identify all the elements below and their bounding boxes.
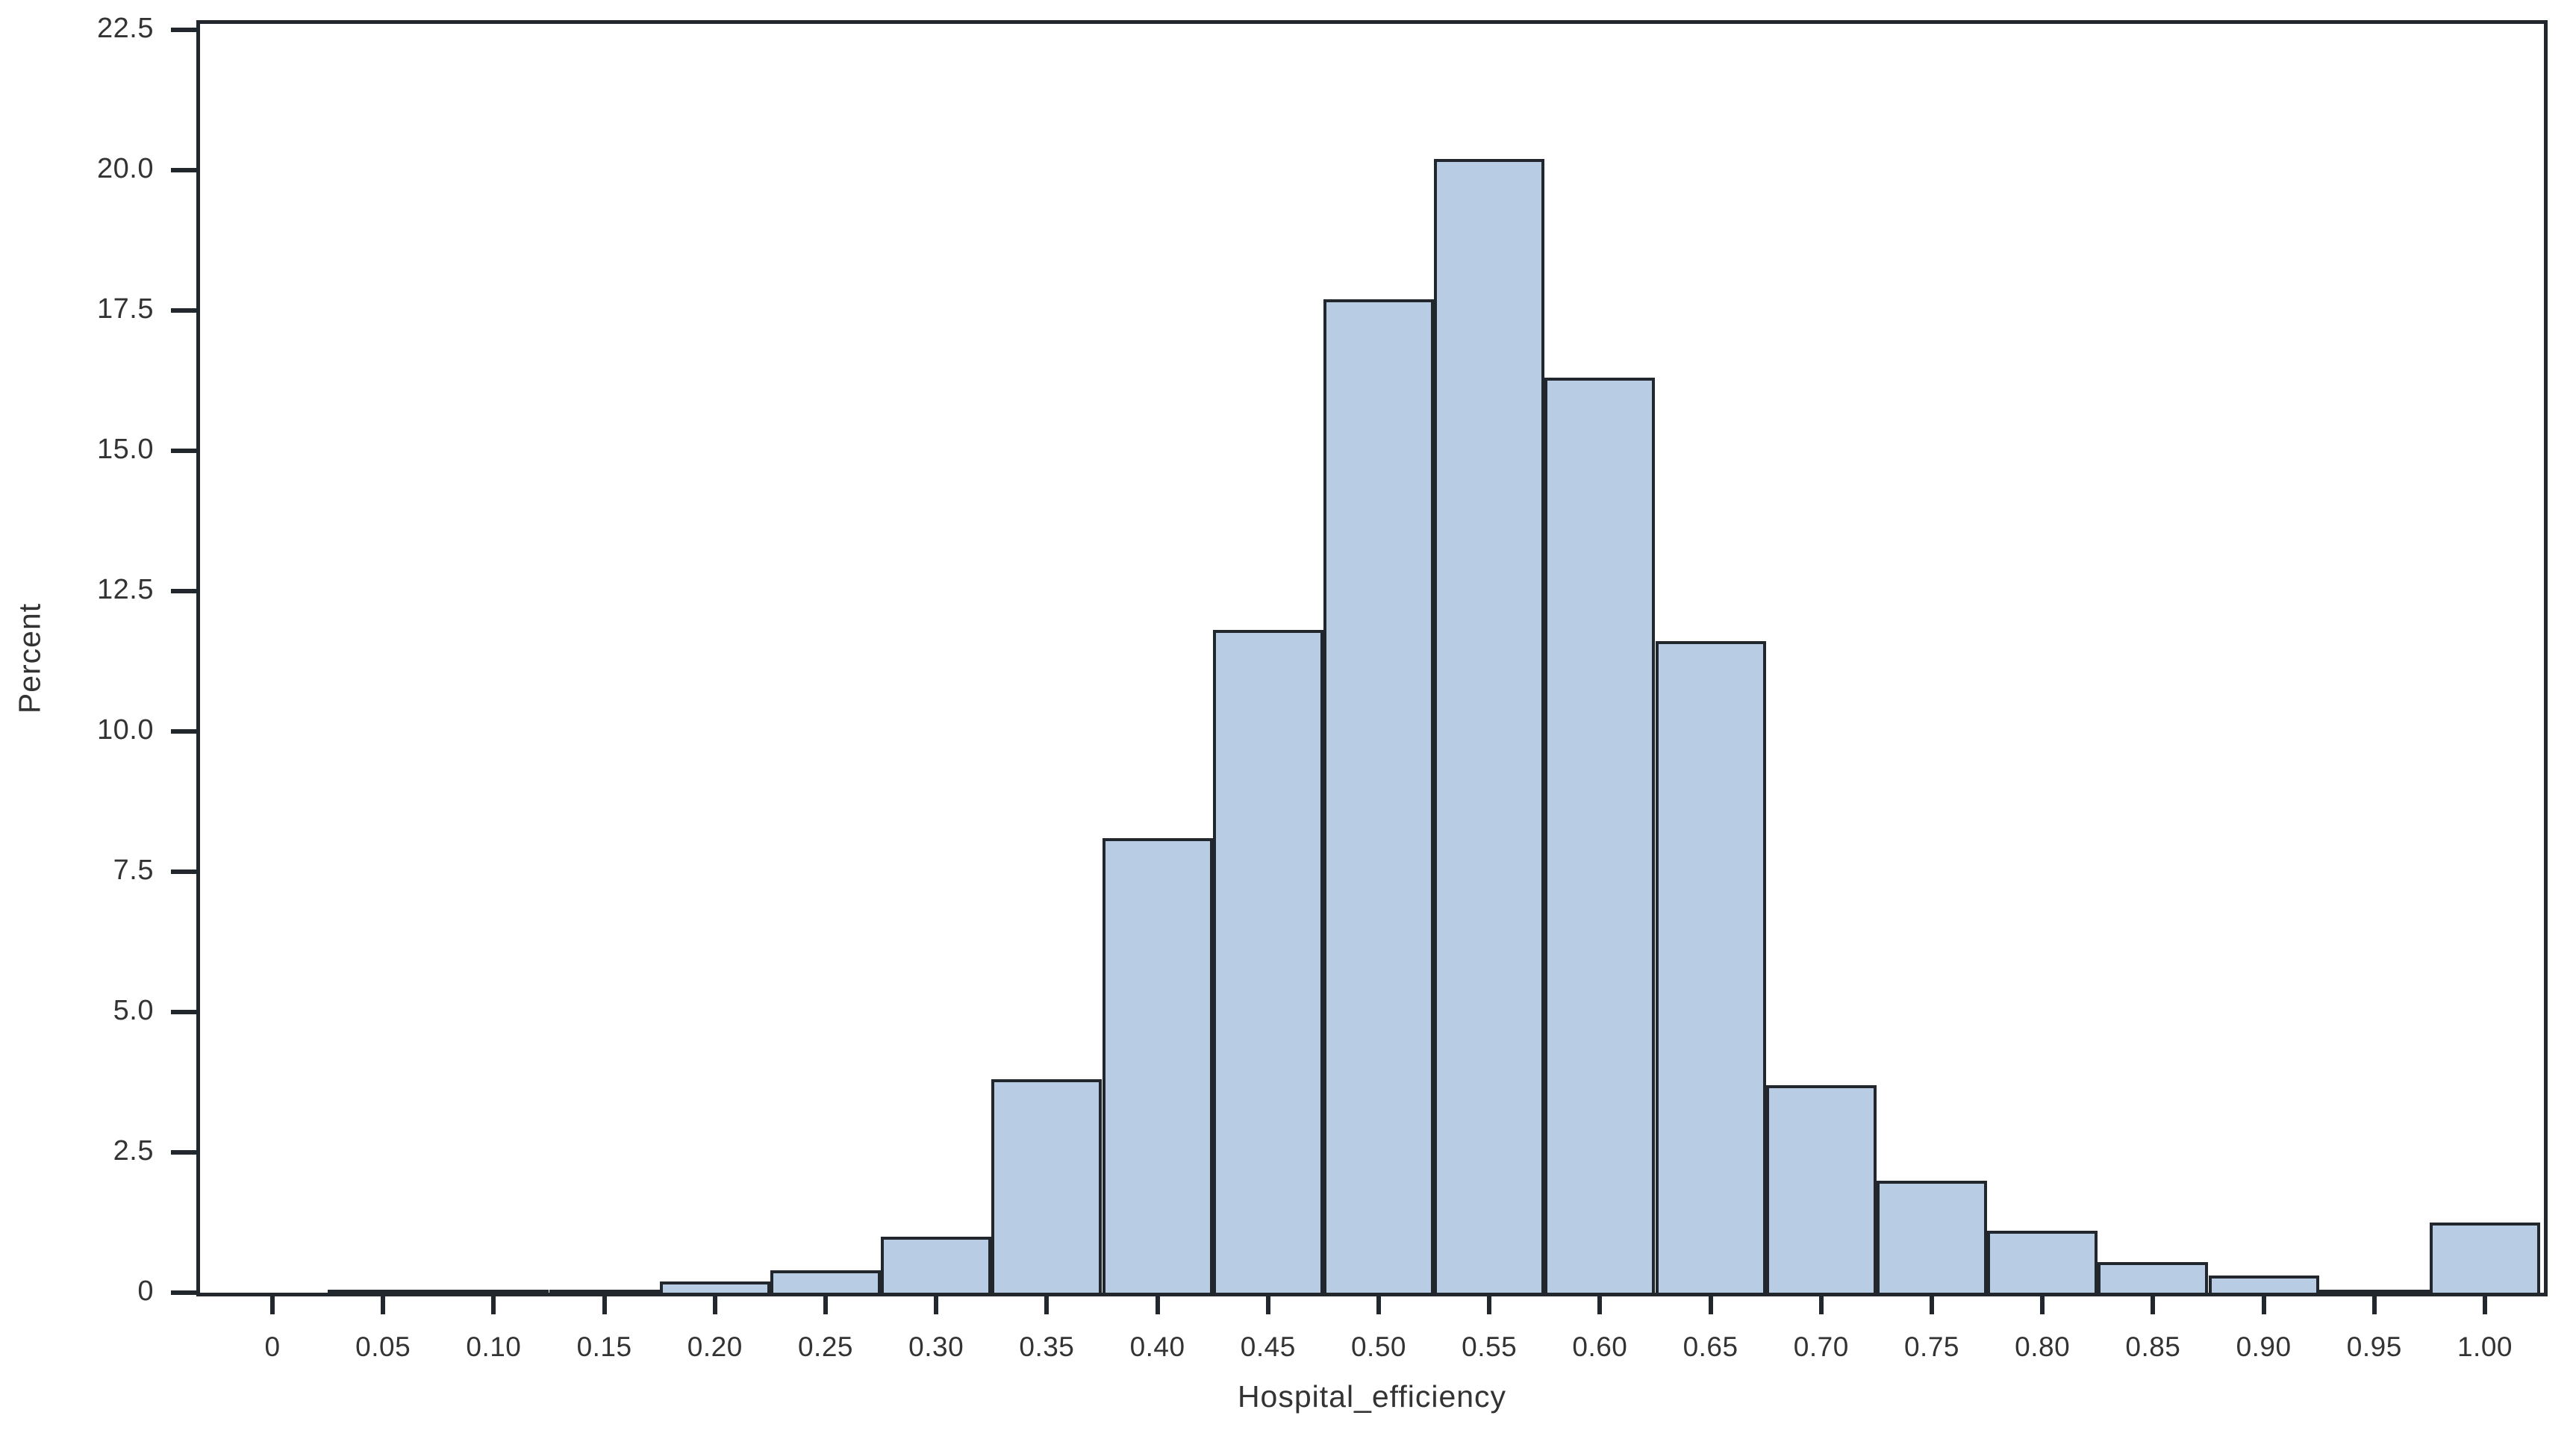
x-axis-tick xyxy=(1487,1296,1492,1314)
x-axis-tick xyxy=(2483,1296,2487,1314)
x-axis-tick-label: 0.10 xyxy=(466,1331,522,1362)
histogram-bar xyxy=(438,1290,549,1293)
x-axis-tick-label: 0.55 xyxy=(1462,1331,1518,1362)
y-axis-tick-label: 12.5 xyxy=(97,573,154,605)
x-axis-tick-label: 0.05 xyxy=(355,1331,411,1362)
histogram-bar xyxy=(1212,630,1323,1293)
histogram-bar xyxy=(1876,1180,1988,1293)
x-axis-tick xyxy=(1930,1296,1934,1314)
x-axis-tick xyxy=(823,1296,828,1314)
x-axis-tick xyxy=(1708,1296,1713,1314)
x-axis-tick-label: 1.00 xyxy=(2457,1331,2513,1362)
y-axis-tick xyxy=(171,588,196,593)
histogram-bar xyxy=(1987,1231,2098,1293)
histogram-bar xyxy=(659,1281,770,1293)
x-axis-tick xyxy=(1155,1296,1160,1314)
histogram-bar xyxy=(881,1236,992,1293)
histogram-bar xyxy=(2098,1261,2209,1293)
x-axis-tick xyxy=(270,1296,275,1314)
y-axis-tick xyxy=(171,167,196,172)
y-axis-tick-label: 17.5 xyxy=(97,293,154,325)
y-axis-tick-label: 22.5 xyxy=(97,12,154,44)
y-axis-tick xyxy=(171,1149,196,1155)
y-axis-tick xyxy=(171,1009,196,1014)
y-axis-tick-label: 15.0 xyxy=(97,433,154,465)
x-axis-tick xyxy=(491,1296,496,1314)
y-axis-tick xyxy=(171,1290,196,1295)
x-axis-tick-label: 0.60 xyxy=(1572,1331,1628,1362)
y-axis-tick xyxy=(171,869,196,874)
histogram-bar xyxy=(549,1290,660,1293)
x-axis-tick-label: 0.70 xyxy=(1793,1331,1849,1362)
x-axis-tick-label: 0.35 xyxy=(1019,1331,1075,1362)
histogram-bar xyxy=(2429,1222,2541,1293)
histogram-bar xyxy=(991,1079,1103,1293)
x-axis-tick xyxy=(1818,1296,1824,1314)
histogram-bar xyxy=(1323,299,1435,1293)
x-axis-tick xyxy=(2040,1296,2045,1314)
x-axis-tick-label: 0.80 xyxy=(2015,1331,2071,1362)
y-axis-tick xyxy=(171,307,196,313)
y-axis-tick xyxy=(171,728,196,734)
x-axis-tick xyxy=(2371,1296,2377,1314)
histogram-bar xyxy=(1765,1084,1877,1293)
x-axis-tick-label: 0.65 xyxy=(1682,1331,1738,1362)
y-axis-tick xyxy=(171,27,196,32)
x-axis-tick-label: 0.90 xyxy=(2236,1331,2292,1362)
x-axis-tick xyxy=(602,1296,607,1314)
y-axis-tick-label: 0 xyxy=(137,1276,154,1307)
x-axis-tick-label: 0.75 xyxy=(1903,1331,1959,1362)
x-axis-tick-label: 0.25 xyxy=(797,1331,853,1362)
x-axis-tick xyxy=(381,1296,386,1314)
histogram-bar xyxy=(1544,377,1656,1293)
x-axis-tick-label: 0 xyxy=(264,1331,281,1362)
x-axis-title: Hospital_efficiency xyxy=(1237,1379,1507,1414)
x-axis-tick-label: 0.45 xyxy=(1240,1331,1296,1362)
x-axis-tick xyxy=(712,1296,717,1314)
histogram-bar xyxy=(328,1290,439,1293)
x-axis-tick xyxy=(934,1296,939,1314)
y-axis-tick-label: 5.0 xyxy=(113,994,154,1026)
x-axis-tick-label: 0.40 xyxy=(1129,1331,1185,1362)
x-axis-tick xyxy=(1265,1296,1270,1314)
x-axis-tick-label: 0.95 xyxy=(2346,1331,2402,1362)
histogram-bar xyxy=(770,1270,882,1293)
histogram-bar xyxy=(2208,1276,2319,1293)
histogram-bar xyxy=(2318,1290,2430,1293)
x-axis-tick xyxy=(1376,1296,1381,1314)
x-axis-tick-label: 0.85 xyxy=(2125,1331,2181,1362)
x-axis-tick-label: 0.30 xyxy=(908,1331,964,1362)
x-axis-tick-label: 0.20 xyxy=(687,1331,743,1362)
x-axis-tick xyxy=(1044,1296,1050,1314)
histogram-bar xyxy=(1102,837,1213,1293)
y-axis-tick-label: 2.5 xyxy=(113,1134,154,1167)
x-axis-tick-label: 0.15 xyxy=(576,1331,632,1362)
x-axis-tick xyxy=(2151,1296,2156,1314)
x-axis-tick xyxy=(2261,1296,2266,1314)
y-axis-tick-label: 10.0 xyxy=(97,714,154,746)
y-axis-tick-label: 20.0 xyxy=(97,152,154,184)
histogram-bar xyxy=(1434,158,1545,1293)
x-axis-tick-label: 0.50 xyxy=(1350,1331,1406,1362)
x-axis-tick xyxy=(1597,1296,1603,1314)
y-axis-title: Percent xyxy=(12,602,47,714)
histogram-bar xyxy=(1655,641,1766,1293)
y-axis-tick-label: 7.5 xyxy=(113,854,154,886)
y-axis-tick xyxy=(171,448,196,453)
